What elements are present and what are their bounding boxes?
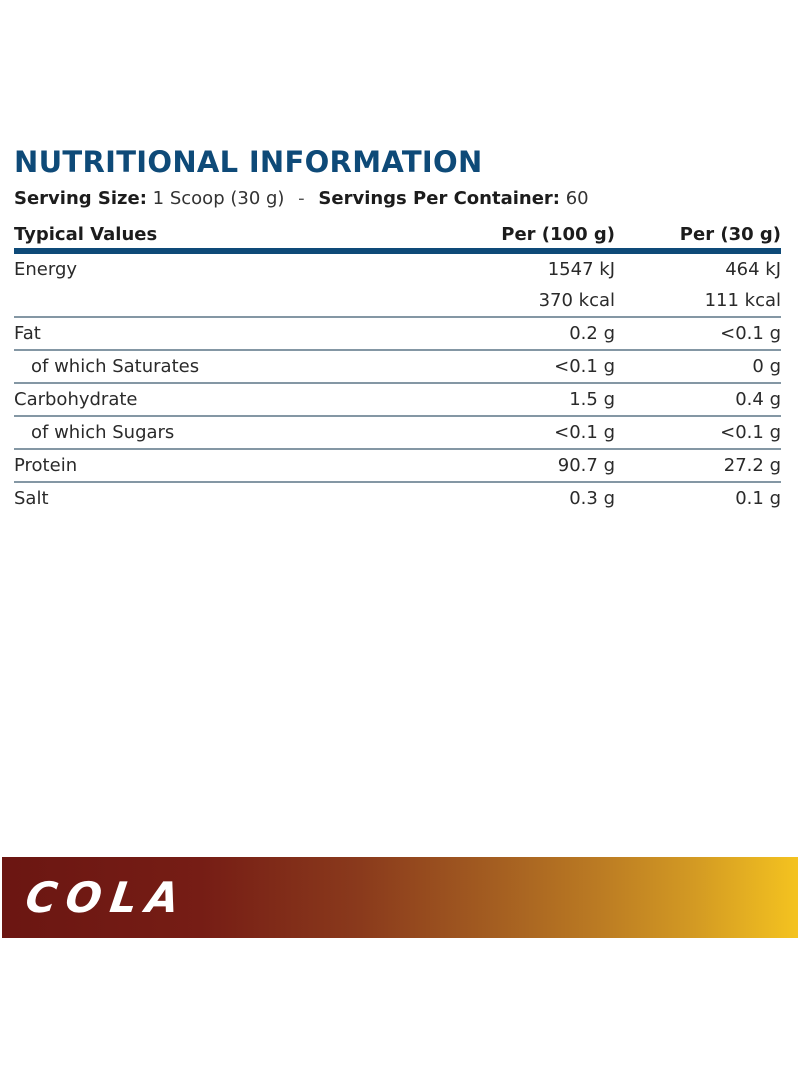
header-per-30g: Per (30 g) bbox=[679, 224, 781, 245]
value-per-30g: 0.4 g bbox=[735, 389, 781, 410]
row-label: Fat bbox=[14, 323, 41, 344]
energy-kcal-per-100g: 370 kcal bbox=[538, 290, 615, 311]
row-label: Protein bbox=[14, 455, 78, 476]
flavor-name: COLA bbox=[22, 873, 192, 922]
serving-size-value: 1 Scoop (30 g) bbox=[152, 188, 285, 209]
row-label: Carbohydrate bbox=[14, 389, 138, 410]
energy-kj-per-100g: 1547 kJ bbox=[547, 259, 615, 280]
header-typical-values: Typical Values bbox=[14, 224, 158, 245]
row-label: Salt bbox=[14, 488, 49, 509]
value-per-30g: 0.1 g bbox=[735, 488, 781, 509]
table-row-sugars: of which Sugars <0.1 g <0.1 g bbox=[14, 417, 781, 450]
header-divider-bar bbox=[14, 248, 781, 254]
value-per-30g: <0.1 g bbox=[720, 323, 781, 344]
table-header: Typical Values Per (100 g) Per (30 g) bbox=[14, 219, 781, 245]
table-row-carbohydrate: Carbohydrate 1.5 g 0.4 g bbox=[14, 384, 781, 417]
table-row-saturates: of which Saturates <0.1 g 0 g bbox=[14, 351, 781, 384]
value-per-100g: 1.5 g bbox=[569, 389, 615, 410]
serving-separator: - bbox=[298, 188, 305, 209]
value-per-100g: <0.1 g bbox=[554, 422, 615, 443]
row-label: of which Sugars bbox=[31, 422, 175, 443]
energy-kcal-per-30g: 111 kcal bbox=[704, 290, 781, 311]
servings-per-container-value: 60 bbox=[565, 188, 589, 209]
value-per-30g: 27.2 g bbox=[723, 455, 781, 476]
table-row-protein: Protein 90.7 g 27.2 g bbox=[14, 450, 781, 483]
servings-per-container-label: Servings Per Container: bbox=[318, 188, 560, 209]
energy-kj-per-30g: 464 kJ bbox=[725, 259, 781, 280]
nutrition-title: NUTRITIONAL INFORMATION bbox=[14, 145, 483, 179]
row-label: of which Saturates bbox=[31, 356, 200, 377]
nutrition-panel: NUTRITIONAL INFORMATION Serving Size: 1 … bbox=[14, 143, 781, 514]
value-per-100g: 90.7 g bbox=[557, 455, 615, 476]
table-row-energy: Energy 1547 kJ 370 kcal 464 kJ 111 kcal bbox=[14, 254, 781, 318]
value-per-100g: 0.3 g bbox=[569, 488, 615, 509]
value-per-30g: 0 g bbox=[752, 356, 781, 377]
row-label: Energy bbox=[14, 259, 78, 280]
table-row-fat: Fat 0.2 g <0.1 g bbox=[14, 318, 781, 351]
serving-info: Serving Size: 1 Scoop (30 g) - Servings … bbox=[14, 187, 781, 211]
value-per-100g: <0.1 g bbox=[554, 356, 615, 377]
value-per-100g: 0.2 g bbox=[569, 323, 615, 344]
flavor-banner: COLA bbox=[2, 857, 798, 938]
serving-size-label: Serving Size: bbox=[14, 188, 147, 209]
header-per-100g: Per (100 g) bbox=[501, 224, 615, 245]
nutrition-table-body: Energy 1547 kJ 370 kcal 464 kJ 111 kcal … bbox=[14, 254, 781, 514]
table-row-salt: Salt 0.3 g 0.1 g bbox=[14, 483, 781, 514]
value-per-30g: <0.1 g bbox=[720, 422, 781, 443]
